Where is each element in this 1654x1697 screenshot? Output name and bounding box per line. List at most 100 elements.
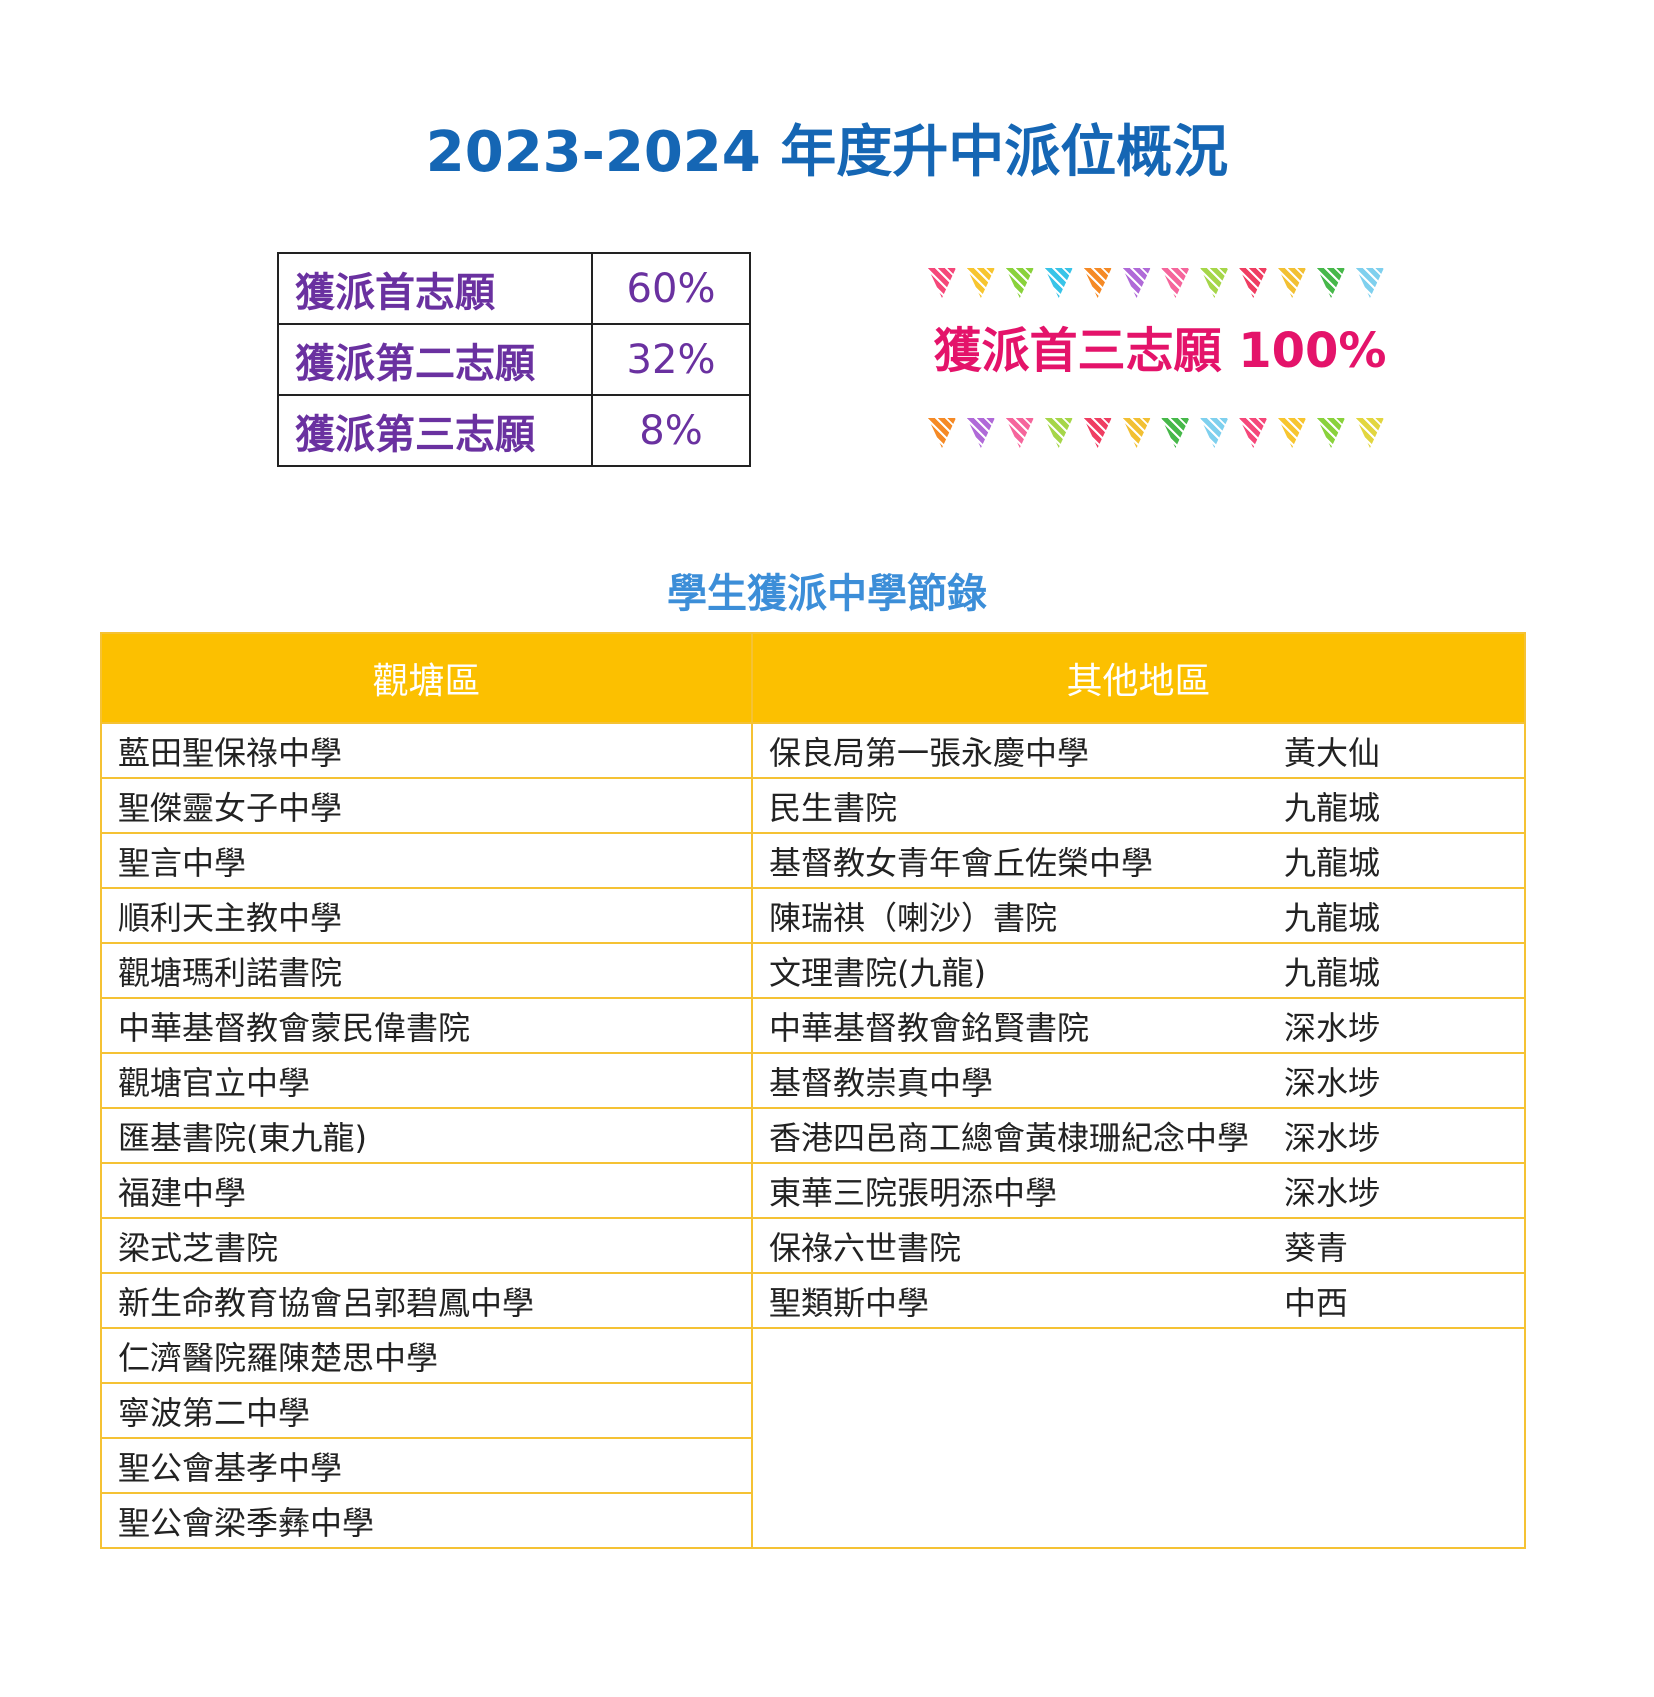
bunting-flag-icon xyxy=(966,268,995,298)
other-school-district: 九龍城 xyxy=(1284,943,1526,999)
bunting-flag-icon xyxy=(1317,268,1346,298)
kwun-tong-school: 聖傑靈女子中學 xyxy=(101,778,753,834)
other-school-district: 九龍城 xyxy=(1284,888,1526,944)
column-header-kwun-tong: 觀塘區 xyxy=(100,632,753,724)
bunting-flag-icon xyxy=(928,268,956,298)
bunting-top-decoration xyxy=(928,268,1384,312)
other-school-district: 深水埗 xyxy=(1284,1163,1526,1219)
bunting-flag-icon xyxy=(1239,268,1268,298)
other-school-district: 九龍城 xyxy=(1284,778,1526,834)
bunting-flag-icon xyxy=(928,418,956,448)
other-school-district: 深水埗 xyxy=(1284,998,1526,1054)
bunting-flag-icon xyxy=(1278,418,1307,448)
rate-value: 60% xyxy=(591,252,751,325)
bunting-flag-icon xyxy=(1161,418,1190,448)
bunting-flag-icon xyxy=(1200,268,1229,298)
kwun-tong-school: 藍田聖保祿中學 xyxy=(101,723,753,779)
other-school: 香港四邑商工總會黃棣珊紀念中學 xyxy=(752,1108,1284,1164)
kwun-tong-school: 聖公會基孝中學 xyxy=(101,1438,753,1494)
table-row: 匯基書院(東九龍) 香港四邑商工總會黃棣珊紀念中學 深水埗 xyxy=(101,1108,1526,1164)
other-school-district: 深水埗 xyxy=(1284,1053,1526,1109)
empty-cell xyxy=(1284,1383,1525,1438)
table-row: 觀塘瑪利諾書院 文理書院(九龍) 九龍城 xyxy=(101,943,1526,999)
table-row: 觀塘官立中學 基督教崇真中學 深水埗 xyxy=(101,1053,1526,1109)
bunting-flag-icon xyxy=(1317,418,1346,448)
empty-cell xyxy=(1284,1493,1525,1548)
school-list-body: 藍田聖保祿中學 保良局第一張永慶中學 黃大仙 聖傑靈女子中學 民生書院 九龍城 聖言中學 基督… xyxy=(101,723,1526,1549)
bunting-flag-icon xyxy=(1161,268,1190,298)
other-school: 基督教崇真中學 xyxy=(752,1053,1284,1109)
empty-cell xyxy=(752,1438,1284,1493)
school-list-table: 觀塘區 其他地區 藍田聖保祿中學 保良局第一張永慶中學 黃大仙 聖傑靈女子中學 民生書院… xyxy=(100,632,1527,1549)
table-row: 梁式芝書院 保祿六世書院 葵青 xyxy=(101,1218,1526,1274)
rate-row: 獲派第二志願 32% xyxy=(277,323,751,396)
bunting-flag-icon xyxy=(1044,268,1073,298)
other-school-district: 深水埗 xyxy=(1284,1108,1526,1164)
bunting-bottom-decoration xyxy=(928,418,1384,462)
empty-cell xyxy=(1284,1438,1525,1493)
table-row: 聖傑靈女子中學 民生書院 九龍城 xyxy=(101,778,1526,834)
table-row: 寧波第二中學 xyxy=(101,1383,1525,1439)
other-school: 東華三院張明添中學 xyxy=(752,1163,1284,1219)
rate-label: 獲派第三志願 xyxy=(277,394,593,467)
other-school: 保祿六世書院 xyxy=(752,1218,1284,1274)
kwun-tong-school: 匯基書院(東九龍) xyxy=(101,1108,753,1164)
rate-label: 獲派首志願 xyxy=(277,252,593,325)
other-school: 中華基督教會銘賢書院 xyxy=(752,998,1284,1054)
kwun-tong-school: 聖言中學 xyxy=(101,833,753,889)
other-school-district: 葵青 xyxy=(1284,1218,1526,1274)
success-banner-text: 獲派首三志願 100% xyxy=(933,323,1387,379)
bunting-flag-icon xyxy=(1005,418,1034,448)
other-school-district: 九龍城 xyxy=(1284,833,1526,889)
empty-cell xyxy=(752,1383,1284,1438)
table-row: 藍田聖保祿中學 保良局第一張永慶中學 黃大仙 xyxy=(101,723,1526,779)
table-row: 仁濟醫院羅陳楚思中學 xyxy=(101,1328,1525,1384)
other-school: 陳瑞祺（喇沙）書院 xyxy=(752,888,1284,944)
table-row: 聖公會基孝中學 xyxy=(101,1438,1525,1494)
bunting-flag-icon xyxy=(1355,418,1384,448)
other-school-district: 黃大仙 xyxy=(1284,723,1526,779)
bunting-flag-icon xyxy=(1044,418,1073,448)
bunting-flag-icon xyxy=(1200,418,1229,448)
allocation-rate-table: 獲派首志願 60% 獲派第二志願 32% 獲派第三志願 8% xyxy=(277,252,751,467)
column-header-other: 其他地區 xyxy=(750,632,1527,724)
bunting-flag-icon xyxy=(1083,418,1112,448)
bunting-flag-icon xyxy=(966,418,995,448)
table-row: 順利天主教中學 陳瑞祺（喇沙）書院 九龍城 xyxy=(101,888,1526,944)
kwun-tong-school: 順利天主教中學 xyxy=(101,888,753,944)
bunting-flag-icon xyxy=(1355,268,1384,298)
bunting-flag-icon xyxy=(1239,418,1268,448)
kwun-tong-school: 寧波第二中學 xyxy=(101,1383,753,1439)
kwun-tong-school: 觀塘瑪利諾書院 xyxy=(101,943,753,999)
empty-cell xyxy=(752,1328,1284,1383)
empty-cell xyxy=(752,1493,1284,1548)
page-title: 2023-2024 年度升中派位概況 xyxy=(425,120,1229,185)
rate-value: 8% xyxy=(591,394,751,467)
bunting-flag-icon xyxy=(1122,268,1151,298)
other-school-district: 中西 xyxy=(1284,1273,1526,1329)
kwun-tong-school: 福建中學 xyxy=(101,1163,753,1219)
kwun-tong-school: 仁濟醫院羅陳楚思中學 xyxy=(101,1328,753,1384)
other-school: 民生書院 xyxy=(752,778,1284,834)
empty-cell xyxy=(1284,1328,1525,1383)
other-school: 文理書院(九龍) xyxy=(752,943,1284,999)
kwun-tong-school: 梁式芝書院 xyxy=(101,1218,753,1274)
other-school: 基督教女青年會丘佐榮中學 xyxy=(752,833,1284,889)
bunting-flag-icon xyxy=(1278,268,1307,298)
kwun-tong-school: 聖公會梁季彝中學 xyxy=(101,1493,753,1549)
table-row: 聖公會梁季彝中學 xyxy=(101,1493,1525,1549)
section-subtitle: 學生獲派中學節錄 xyxy=(667,571,987,617)
bunting-flag-icon xyxy=(1083,268,1112,298)
rate-label: 獲派第二志願 xyxy=(277,323,593,396)
bunting-flag-icon xyxy=(1005,268,1034,298)
kwun-tong-school: 中華基督教會蒙民偉書院 xyxy=(101,998,753,1054)
table-row: 中華基督教會蒙民偉書院 中華基督教會銘賢書院 深水埗 xyxy=(101,998,1526,1054)
other-school: 聖類斯中學 xyxy=(752,1273,1284,1329)
other-school: 保良局第一張永慶中學 xyxy=(752,723,1284,779)
rate-value: 32% xyxy=(591,323,751,396)
table-row: 福建中學 東華三院張明添中學 深水埗 xyxy=(101,1163,1526,1219)
rate-row: 獲派首志願 60% xyxy=(277,252,751,325)
bunting-flag-icon xyxy=(1122,418,1151,448)
kwun-tong-school: 新生命教育協會呂郭碧鳳中學 xyxy=(101,1273,753,1329)
table-row: 新生命教育協會呂郭碧鳳中學 聖類斯中學 中西 xyxy=(101,1273,1526,1329)
